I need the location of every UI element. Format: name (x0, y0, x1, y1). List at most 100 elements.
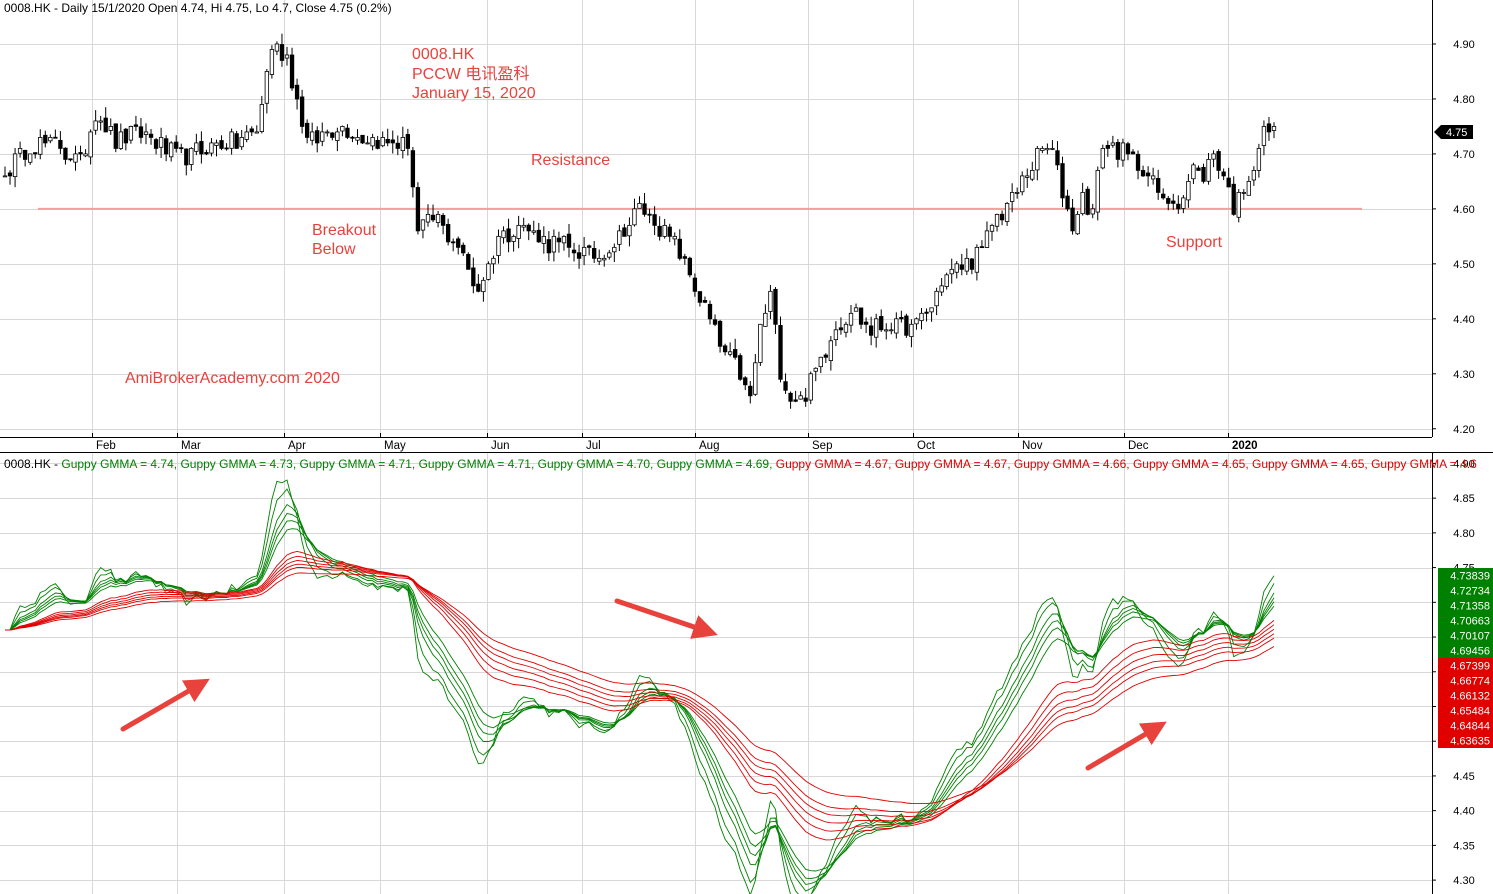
candle-216 (1090, 203, 1095, 219)
candle-214 (1080, 182, 1085, 216)
price-y-axis: 4.90 4.80 4.70 4.60 4.50 4.40 4.30 4.20 (1432, 39, 1475, 436)
candle-156 (788, 391, 793, 409)
gmma-legend-item-4: Guppy GMMA = 4.70, (538, 457, 657, 471)
candle-241 (1216, 149, 1221, 179)
candle-114 (576, 244, 582, 269)
candle-136 (687, 256, 693, 278)
candle-79 (400, 126, 405, 159)
candle-62 (315, 126, 320, 153)
candle-91 (461, 242, 466, 257)
gmma-tag-label-9: 4.65484 (1450, 706, 1490, 718)
candle-132 (667, 223, 672, 243)
candle-77 (390, 130, 395, 154)
candle-37 (189, 147, 194, 171)
candle-170 (858, 307, 864, 330)
candle-154 (778, 316, 783, 383)
gmma-tag-label-7: 4.66774 (1450, 676, 1490, 688)
candle-10 (53, 129, 58, 139)
candle-59 (299, 89, 305, 134)
candle-54 (274, 41, 280, 56)
candle-81 (410, 147, 416, 198)
candle-66 (335, 127, 340, 152)
candle-205 (1035, 146, 1040, 181)
candle-115 (581, 237, 587, 266)
candle-252 (1271, 122, 1277, 139)
candle-195 (984, 221, 990, 248)
candle-209 (1055, 141, 1060, 170)
candle-99 (501, 226, 506, 244)
candle-191 (964, 248, 969, 275)
candle-188 (949, 258, 954, 284)
candle-192 (969, 258, 975, 275)
candle-82 (415, 182, 421, 235)
candle-47 (239, 130, 244, 150)
gmma-header-symbol: 0008.HK - (4, 457, 61, 471)
candlestick-series (2, 33, 1277, 409)
candle-129 (652, 206, 657, 236)
annotation-company: PCCW 电讯盈科 (412, 65, 529, 83)
candle-100 (506, 218, 511, 253)
uptrend-arrow-left (120, 678, 210, 732)
gmma-legend-item-7: Guppy GMMA = 4.67, (895, 457, 1014, 471)
gmma-short-line-3 (5, 512, 1275, 885)
candle-19 (98, 115, 103, 131)
candle-26 (133, 115, 139, 131)
candle-215 (1085, 186, 1090, 216)
candle-128 (647, 208, 652, 224)
gmma-tag-label-1: 4.72734 (1450, 586, 1490, 598)
candle-163 (823, 353, 828, 363)
candle-71 (360, 134, 365, 145)
candle-202 (1020, 171, 1025, 196)
candle-118 (597, 249, 602, 266)
candle-168 (848, 304, 854, 333)
candle-75 (380, 131, 385, 148)
candle-111 (561, 235, 567, 251)
gmma-legend-item-8: Guppy GMMA = 4.66, (1014, 457, 1133, 471)
candle-86 (435, 210, 441, 228)
candle-185 (934, 287, 939, 316)
candle-125 (632, 198, 637, 227)
candle-157 (793, 390, 798, 403)
candle-130 (657, 216, 662, 241)
candle-230 (1161, 188, 1166, 200)
x-tick-label-4: Jun (491, 440, 510, 452)
candle-232 (1171, 193, 1176, 210)
candle-69 (350, 136, 355, 143)
gmma-tag-9: 4.65484 (1438, 703, 1493, 718)
candle-143 (722, 343, 728, 356)
candle-38 (194, 133, 199, 156)
candle-105 (531, 220, 536, 235)
gmma-legend-item-11: Guppy GMMA = 4.6 (1371, 457, 1477, 471)
candle-121 (612, 243, 617, 263)
candle-207 (1045, 143, 1050, 155)
breakout-label-line1: Breakout (312, 222, 377, 239)
candle-98 (496, 229, 501, 264)
candle-33 (169, 141, 174, 162)
candle-95 (481, 277, 486, 302)
gmma-long-line-10 (5, 567, 1275, 813)
candle-74 (375, 135, 380, 150)
candle-6 (33, 152, 38, 159)
candle-161 (813, 367, 818, 382)
candle-175 (884, 323, 889, 340)
gmma-tag-4: 4.70107 (1438, 628, 1493, 643)
candle-30 (153, 137, 159, 155)
candle-116 (586, 244, 592, 256)
candle-1 (7, 170, 13, 185)
gmma-grid (0, 453, 1432, 894)
candle-93 (471, 257, 476, 294)
candle-5 (28, 153, 33, 165)
candle-224 (1130, 149, 1136, 155)
gmma-tag-0: 4.73839 (1438, 568, 1493, 583)
candle-226 (1140, 165, 1146, 177)
x-tick-label-3: May (384, 440, 406, 452)
candle-190 (959, 253, 964, 276)
candle-184 (929, 307, 934, 322)
gmma-tag-8: 4.66132 (1438, 688, 1493, 703)
candle-229 (1156, 169, 1161, 200)
gmma-tag-3: 4.70663 (1438, 613, 1493, 628)
candle-15 (78, 145, 83, 161)
candle-199 (1004, 202, 1010, 226)
candle-166 (838, 317, 844, 335)
candle-220 (1110, 135, 1116, 148)
